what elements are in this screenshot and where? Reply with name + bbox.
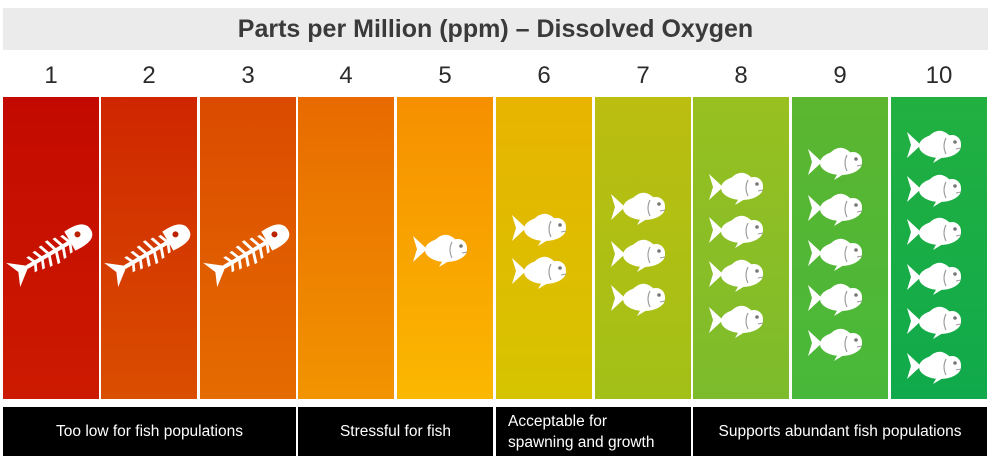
level-number-7: 7 [636,62,650,89]
level-number-3: 3 [241,62,255,89]
category-label-2: Stressful for fish [298,407,493,456]
level-number-9: 9 [833,62,847,89]
level-column-6 [496,97,592,399]
level-number-4: 4 [339,62,353,89]
level-column-9 [792,97,888,399]
category-label-line: Stressful for fish [339,423,452,440]
level-column-4 [298,97,394,399]
level-number-2: 2 [142,62,156,89]
category-label-1: Too low for fish populations [3,407,296,456]
level-column-1 [3,97,99,399]
category-label-line: Too low for fish populations [56,423,243,440]
level-number-10: 10 [925,62,953,89]
level-number-8: 8 [734,62,748,89]
level-column-2 [101,97,197,399]
category-label-line: Acceptable for [508,412,608,430]
level-column-7 [595,97,691,399]
title-band [3,8,988,50]
category-label-3: Acceptable for spawning and growth [496,407,691,456]
level-column-5 [397,97,493,399]
category-label-line: spawning and growth [508,433,655,451]
category-label-4: Supports abundant fish populations [693,407,987,456]
page-title: Parts per Million (ppm) – Dissolved Oxyg… [237,15,754,43]
level-number-5: 5 [438,62,452,89]
level-number-1: 1 [44,62,58,89]
level-column-10 [891,97,987,399]
level-column-8 [693,97,789,399]
level-number-6: 6 [537,62,551,89]
level-column-3 [200,97,296,399]
category-label-line: Supports abundant fish populations [718,423,962,440]
